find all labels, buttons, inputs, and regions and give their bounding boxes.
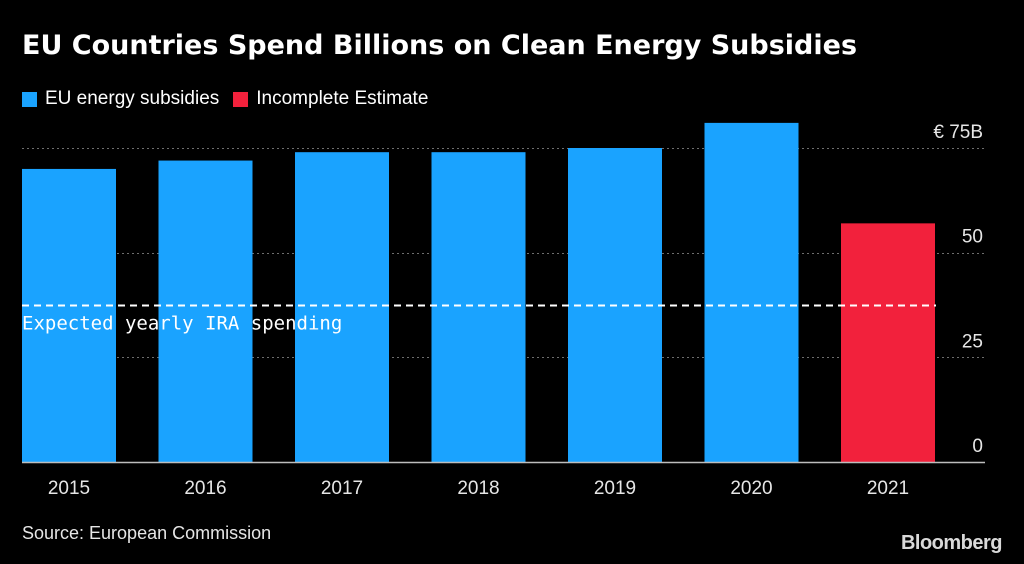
bar-2021 [841, 223, 935, 462]
source-note: Source: European Commission [22, 523, 272, 543]
x-tick-label-2021: 2021 [867, 478, 909, 499]
x-tick-label-2015: 2015 [48, 478, 90, 499]
chart-title: EU Countries Spend Billions on Clean Ene… [22, 30, 858, 61]
legend-item-subsidies: EU energy subsidies [22, 88, 219, 110]
bloomberg-logo: Bloomberg [900, 532, 1003, 554]
y-tick-label-50: 50 [962, 227, 983, 248]
x-tick-label-2020: 2020 [730, 478, 772, 499]
bar-2015 [22, 168, 116, 462]
y-tick-label-0: 0 [972, 436, 983, 457]
legend-label-subsidies: EU energy subsidies [45, 88, 220, 109]
x-tick-label-2016: 2016 [184, 478, 226, 499]
bar-2017 [295, 152, 389, 463]
ira-reference-label: Expected yearly IRA spending [22, 313, 342, 335]
legend: EU energy subsidies Incomplete Estimate [22, 88, 442, 110]
bar-2016 [158, 160, 253, 462]
legend-swatch-subsidies [22, 91, 37, 107]
y-tick-label-75: € 75B [933, 122, 983, 143]
x-tick-label-2019: 2019 [594, 478, 636, 499]
y-tick-label-25: 25 [962, 331, 983, 352]
x-tick-label-2018: 2018 [457, 478, 499, 499]
legend-swatch-estimate [233, 91, 249, 107]
legend-label-estimate: Incomplete Estimate [256, 88, 429, 109]
x-tick-label-2017: 2017 [321, 478, 363, 499]
legend-item-estimate: Incomplete Estimate [233, 88, 428, 110]
bar-2018 [431, 152, 526, 463]
bar-2020 [704, 122, 799, 462]
